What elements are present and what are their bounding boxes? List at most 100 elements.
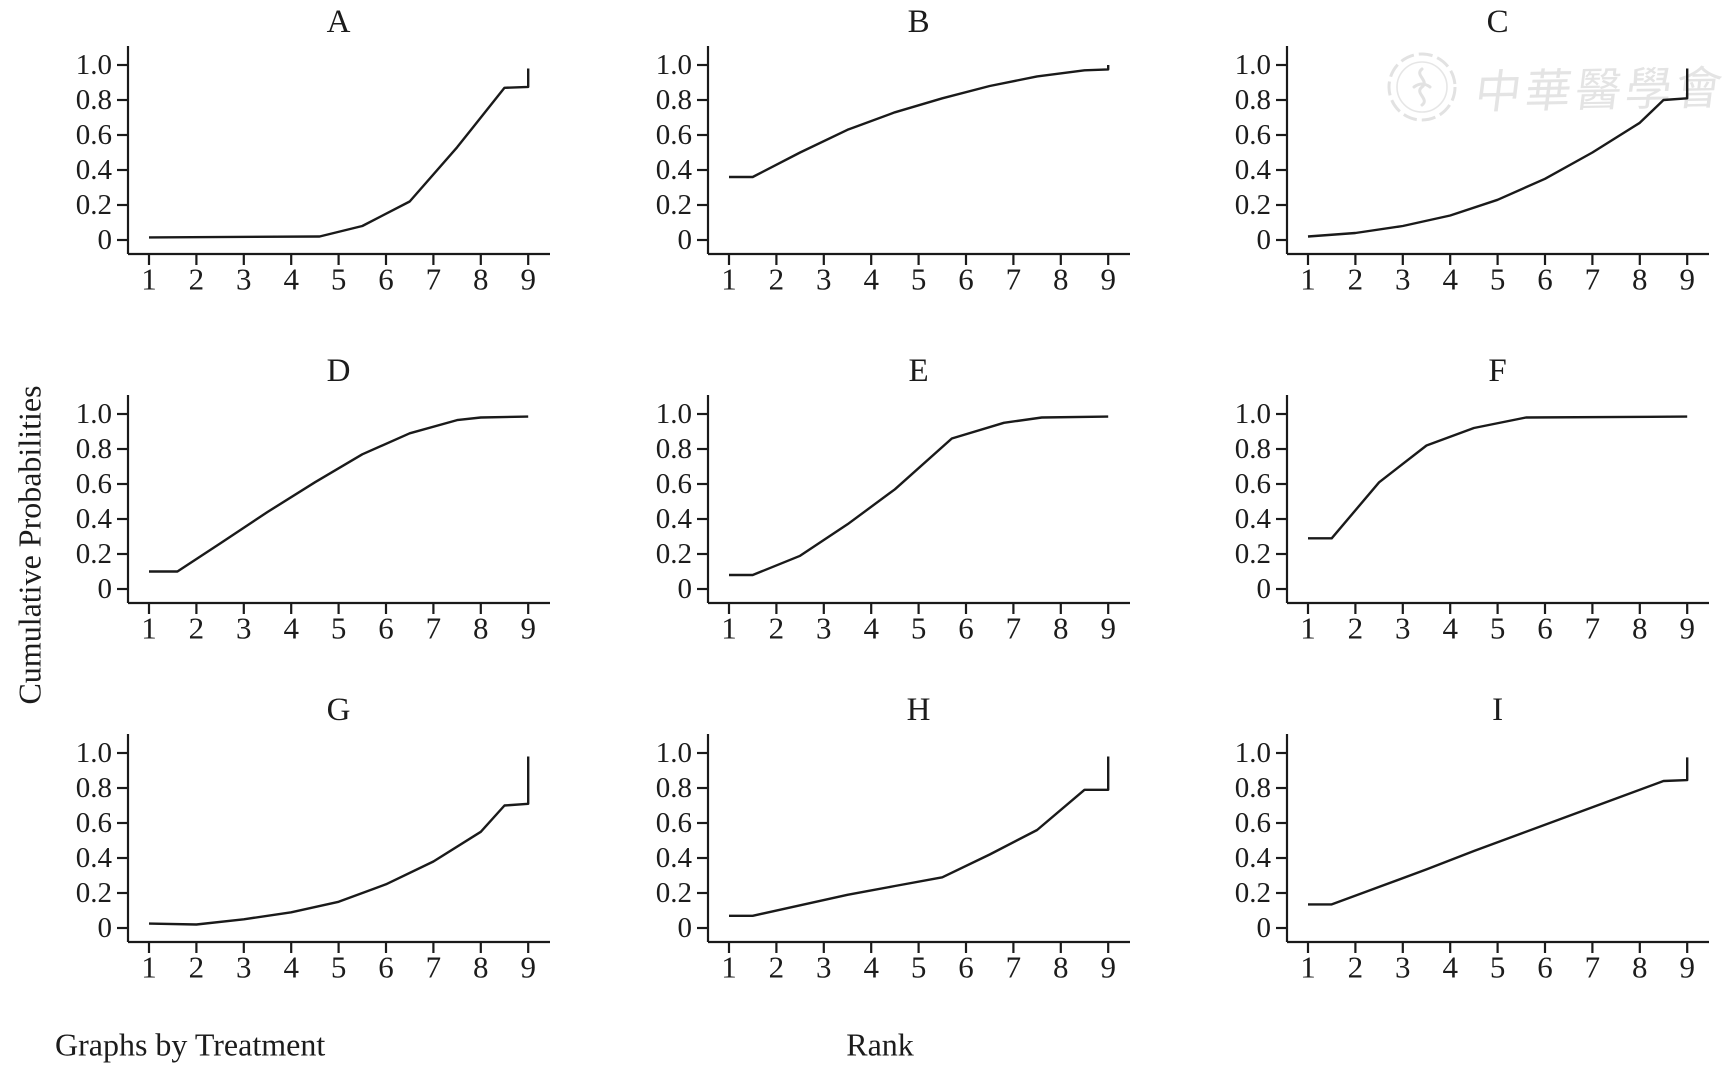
x-tick-label: 1	[1300, 611, 1316, 646]
x-tick-label: 4	[863, 950, 879, 985]
cumulative-curve-G	[148, 756, 530, 926]
y-tick-label: 0.6	[76, 807, 112, 839]
panel-title-F: F	[1488, 353, 1506, 389]
y-tick-label: 0.6	[1235, 119, 1271, 151]
panel-title-D: D	[327, 353, 351, 389]
y-tick-label: 0.2	[655, 538, 691, 570]
y-tick-label: 0.6	[76, 468, 112, 500]
x-tick-label: 5	[331, 262, 347, 297]
cumulative-curve-F	[1308, 415, 1688, 540]
x-tick-label: 3	[816, 611, 832, 646]
y-tick-label: 0.2	[76, 538, 112, 570]
x-tick-label: 9	[1100, 611, 1116, 646]
y-tick-label: 0.6	[76, 119, 112, 151]
medical-association-seal-icon	[1387, 52, 1457, 122]
x-tick-label: 2	[189, 262, 205, 297]
y-tick-label: 1.0	[76, 398, 112, 430]
y-tick-label: 0	[677, 573, 692, 605]
x-tick-label: 9	[1679, 262, 1695, 297]
panel-title-I: I	[1492, 692, 1503, 728]
y-tick-label: 0	[677, 224, 692, 256]
y-tick-label: 0	[1257, 912, 1272, 944]
x-tick-label: 6	[958, 950, 974, 985]
cumulative-curve-D	[149, 415, 529, 573]
x-tick-label: 7	[1005, 262, 1021, 297]
y-tick-label: 0.6	[655, 119, 691, 151]
x-tick-label: 5	[910, 950, 926, 985]
y-tick-label: 0.6	[1235, 807, 1271, 839]
x-tick-label: 4	[283, 950, 299, 985]
x-tick-label: 2	[1348, 611, 1364, 646]
x-tick-label: 4	[1442, 262, 1458, 297]
x-tick-label: 6	[958, 262, 974, 297]
cumulative-curve-B	[728, 65, 1109, 179]
y-tick-label: 1.0	[655, 49, 691, 81]
x-tick-label: 3	[236, 950, 252, 985]
x-tick-label: 6	[378, 950, 394, 985]
plot-G: G 00.20.40.60.81.0 1 2 3 4 5 6 7 8 9	[76, 692, 550, 985]
x-tick-label: 4	[1442, 950, 1458, 985]
x-tick-label: 1	[141, 611, 157, 646]
y-tick-label: 0.8	[655, 772, 691, 804]
panel-C: C 0 0.2 0.4 0.6 0.8 1.0 1 2 3 4 5 6 7 8 9	[1179, 0, 1730, 310]
x-tick-label: 7	[426, 611, 442, 646]
y-tick-label: 0.6	[655, 807, 691, 839]
y-tick-label: 0.4	[655, 503, 692, 535]
x-tick-label: 6	[378, 262, 394, 297]
x-tick-label: 8	[1632, 611, 1648, 646]
x-tick-label: 4	[283, 262, 299, 297]
x-tick-label: 3	[816, 262, 832, 297]
y-tick-label: 0.8	[1235, 84, 1271, 116]
x-tick-label: 4	[863, 611, 879, 646]
x-tick-label: 6	[1537, 262, 1553, 297]
plot-A: A 00.20.40.60.81.0 1 2 3 4 5 6 7 8 9	[76, 4, 550, 297]
x-tick-label: 4	[863, 262, 879, 297]
y-tick-label: 1.0	[1235, 398, 1271, 430]
x-tick-label: 1	[141, 950, 157, 985]
x-tick-label: 8	[473, 611, 489, 646]
x-tick-label: 9	[1679, 611, 1695, 646]
x-tick-label: 3	[1395, 262, 1411, 297]
panel-title-B: B	[907, 4, 929, 40]
panel-D: D 0 0.2 0.4 0.6 0.8 1.0 1 2 3 4 5 6 7 8 9	[20, 349, 580, 659]
y-tick-label: 0.6	[1235, 468, 1271, 500]
y-tick-label: 0.4	[1235, 154, 1272, 186]
x-tick-label: 5	[1490, 611, 1506, 646]
x-tick-label: 2	[768, 611, 784, 646]
y-tick-label: 0.2	[76, 189, 112, 221]
y-tick-label: 1.0	[1235, 737, 1271, 769]
x-tick-label: 8	[473, 262, 489, 297]
y-tick-label: 0.8	[1235, 772, 1271, 804]
panel-title-E: E	[908, 353, 928, 389]
x-tick-label: 5	[1490, 262, 1506, 297]
y-tick-label: 0.8	[76, 772, 112, 804]
x-tick-label: 1	[721, 950, 737, 985]
x-tick-label: 7	[1005, 950, 1021, 985]
x-tick-label: 4	[283, 611, 299, 646]
y-tick-label: 0.8	[1235, 433, 1271, 465]
cumulative-curve-C	[1307, 68, 1689, 238]
x-tick-label: 9	[1100, 262, 1116, 297]
plot-F: F 00.20.40.60.81.0 1 2 3 4 5 6 7 8 9	[1235, 353, 1709, 646]
x-tick-label: 5	[910, 262, 926, 297]
x-tick-label: 7	[1585, 950, 1601, 985]
x-tick-label: 7	[426, 262, 442, 297]
y-tick-label: 0	[677, 912, 692, 944]
y-tick-label: 1.0	[655, 737, 691, 769]
figure-note: Graphs by Treatment	[55, 1026, 326, 1063]
panel-G: G 0 0.2 0.4 0.6 0.8 1.0 1 2 3 4 5 6 7 8 9	[20, 688, 580, 998]
y-tick-label: 0	[1257, 224, 1272, 256]
x-tick-label: 8	[1053, 950, 1069, 985]
x-tick-label: 2	[768, 950, 784, 985]
x-tick-label: 6	[1537, 950, 1553, 985]
x-tick-label: 1	[1300, 262, 1316, 297]
x-tick-label: 8	[1632, 950, 1648, 985]
panel-title-G: G	[327, 692, 351, 728]
x-tick-label: 8	[1053, 611, 1069, 646]
x-axis-label: Rank	[846, 1026, 914, 1063]
x-tick-label: 9	[520, 262, 536, 297]
y-tick-label: 0.2	[1235, 189, 1271, 221]
y-tick-label: 0.2	[655, 189, 691, 221]
cumulative-curve-E	[728, 415, 1108, 577]
